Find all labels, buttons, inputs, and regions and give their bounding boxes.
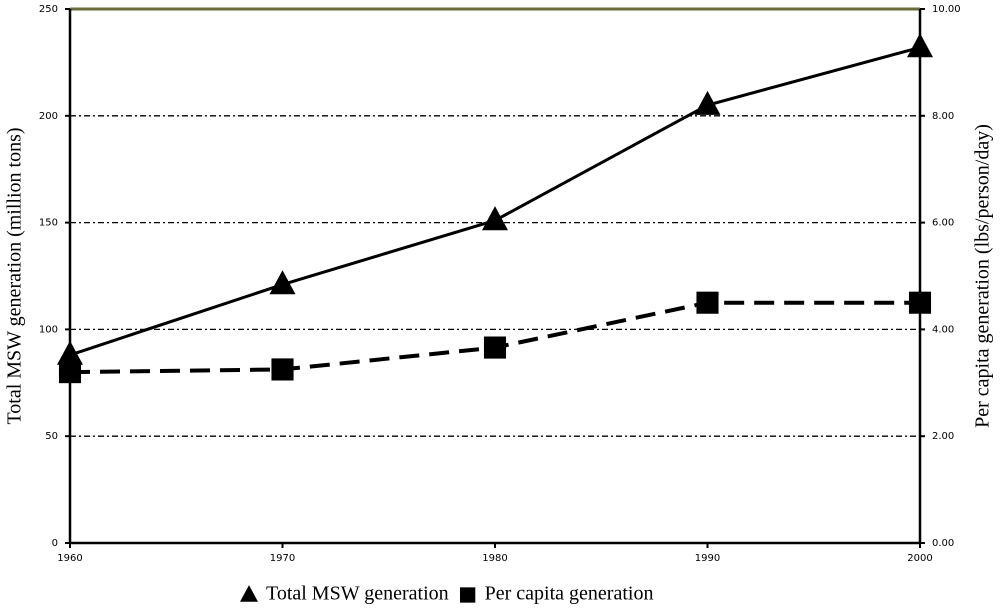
y-tick-label: 100 [39,324,58,335]
x-tick-label: 1960 [57,553,82,564]
legend-label: Total MSW generation [266,583,449,605]
y2-tick-label: 0.00 [932,538,954,549]
y2-tick-label: 2.00 [932,431,954,442]
x-tick-label: 2000 [907,553,932,564]
y2-axis-title: Per capita generation (lbs/person/day) [972,124,994,428]
y2-tick-label: 6.00 [932,218,954,229]
data-point [907,33,933,58]
y2-tick-label: 10.00 [932,4,961,15]
y-tick-label: 200 [39,111,58,122]
y2-tick-label: 4.00 [932,324,954,335]
data-point [908,291,932,314]
y-tick-label: 250 [39,4,58,15]
series-line [69,46,921,357]
legend-marker [459,587,476,603]
data-point [483,336,507,359]
x-tick-label: 1980 [482,553,507,564]
data-point [269,270,296,295]
y-tick-label: 50 [45,431,58,442]
data-point [694,90,721,115]
data-point [271,358,294,381]
data-point [482,206,508,231]
y-tick-label: 0 [52,538,58,549]
legend-marker [240,585,258,602]
y-axis-title: Total MSW generation (million tons) [4,127,26,424]
data-point [696,291,719,314]
y2-tick-label: 8.00 [932,111,954,122]
x-tick-label: 1990 [695,553,720,564]
data-point [58,361,82,384]
data-point [57,340,83,365]
x-tick-label: 1970 [270,553,295,564]
legend-label: Per capita generation [485,583,654,605]
y-tick-label: 150 [39,218,58,229]
